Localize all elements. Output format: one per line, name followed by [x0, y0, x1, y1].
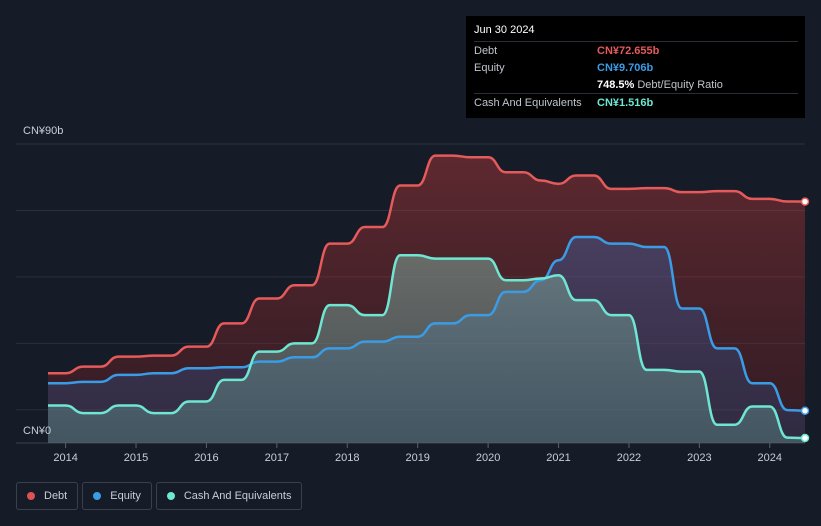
x-tick-label: 2019 — [405, 452, 429, 464]
x-tick-label: 2023 — [687, 452, 711, 464]
tooltip-ratio-label: Debt/Equity Ratio — [637, 78, 723, 91]
x-tick-label: 2022 — [617, 452, 641, 464]
y-axis-max-label: CN¥90b — [23, 125, 64, 137]
tooltip-row-debt: Debt CN¥72.655b — [474, 41, 798, 59]
x-tick-label: 2021 — [546, 452, 570, 464]
tooltip-value: CN¥1.516b — [597, 96, 654, 109]
debt-endpoint — [800, 197, 810, 206]
cash-dot-icon — [166, 492, 175, 500]
debt-dot-icon — [27, 492, 35, 500]
x-tick-label: 2020 — [476, 452, 500, 464]
tooltip-label: Cash And Equivalents — [474, 96, 582, 109]
tooltip-label: Equity — [474, 61, 505, 74]
legend-item-debt[interactable]: Debt — [16, 482, 79, 510]
legend-label: Debt — [44, 490, 68, 502]
x-tick-label: 2015 — [124, 452, 148, 464]
legend-label: Equity — [110, 490, 141, 502]
x-tick-label: 2016 — [194, 452, 218, 464]
x-tick-label: 2018 — [335, 452, 359, 464]
tooltip-row-ratio: 748.5% Debt/Equity Ratio — [474, 76, 798, 93]
chart-lines — [48, 154, 806, 440]
chart-legend: Debt Equity Cash And Equivalents — [16, 482, 306, 510]
legend-label: Cash And Equivalents — [183, 490, 292, 502]
tooltip-value: 748.5% — [597, 78, 635, 91]
debt-line — [48, 154, 806, 375]
equity-line — [48, 235, 806, 413]
legend-item-cash[interactable]: Cash And Equivalents — [155, 482, 303, 510]
x-tick-label: 2017 — [265, 452, 289, 464]
cash-endpoint — [800, 433, 810, 443]
x-tick-label: 2014 — [53, 452, 77, 464]
tooltip-value: CN¥9.706b — [597, 61, 654, 74]
legend-item-equity[interactable]: Equity — [82, 482, 152, 510]
tooltip-row-cash: Cash And Equivalents CN¥1.516b — [474, 93, 798, 111]
x-axis-ticks: 2014 2015 2016 2017 2018 2019 2020 2021 2022 2023… — [53, 443, 782, 464]
tooltip-date: Jun 30 2024 — [474, 24, 535, 36]
equity-endpoint — [800, 406, 810, 416]
x-tick-label: 2024 — [758, 452, 782, 464]
chart-areas — [48, 155, 805, 443]
y-axis-min-label: CN¥0 — [23, 425, 52, 437]
data-tooltip: Jun 30 2024 Debt CN¥72.655b Equity CN¥9.… — [466, 16, 805, 118]
chart-endpoints — [800, 197, 810, 443]
tooltip-label: Debt — [474, 44, 498, 57]
cash-line — [48, 254, 806, 440]
tooltip-row-equity: Equity CN¥9.706b — [474, 59, 798, 76]
equity-dot-icon — [93, 492, 102, 500]
cash-area — [48, 255, 805, 443]
tooltip-value: CN¥72.655b — [597, 44, 660, 57]
